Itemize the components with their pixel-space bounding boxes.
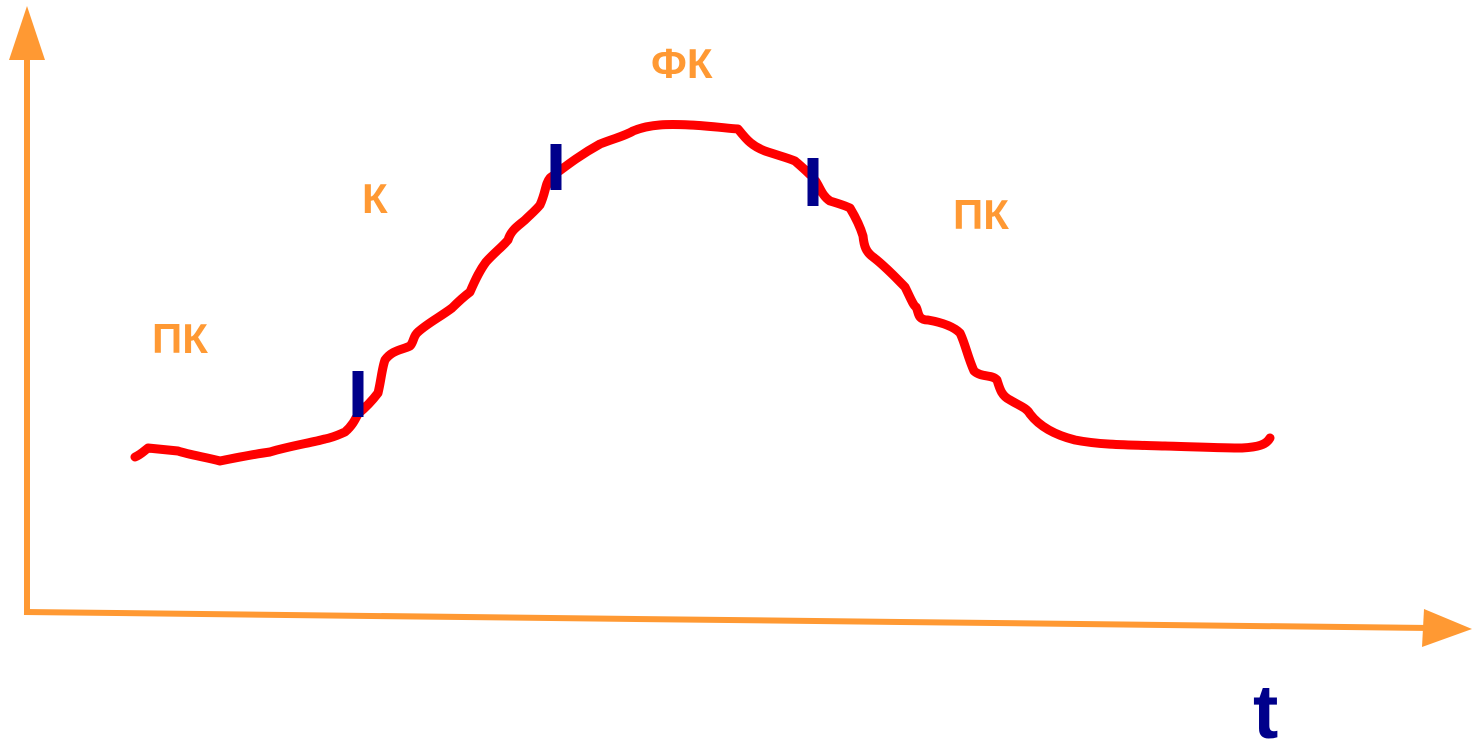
process-curve xyxy=(130,120,1275,466)
phase-label-pk-left: ПК xyxy=(152,315,208,362)
x-axis-line xyxy=(23,609,1431,631)
phase-label-pk-right: ПК xyxy=(953,191,1009,238)
y-axis-arrow xyxy=(9,6,45,60)
phase-label-fk: ФК xyxy=(651,40,713,87)
x-axis-arrow xyxy=(1422,609,1472,647)
phase-label-k: К xyxy=(362,175,388,222)
x-axis-label: t xyxy=(1253,670,1278,744)
